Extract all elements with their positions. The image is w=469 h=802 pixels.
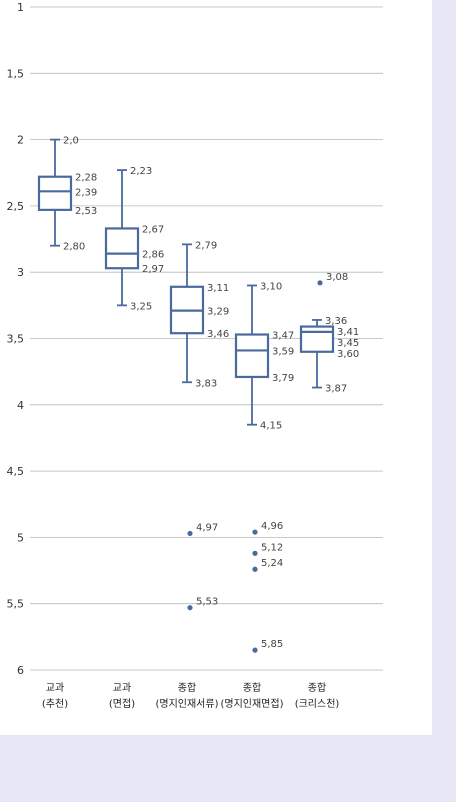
y-tick-label: 6 xyxy=(17,664,24,677)
category-label-line1: 교과 xyxy=(113,682,131,694)
outlier-point xyxy=(252,550,258,556)
outlier-point xyxy=(252,529,258,535)
label-layer: 2,0 2,28 2,39 2,53 2,80 2,23 2,67 2,86 2,97 3,25 2… xyxy=(63,136,359,651)
box-layer xyxy=(37,138,335,653)
q1-label: 2,67 xyxy=(142,224,164,235)
outlier-label: 4,96 xyxy=(261,521,283,532)
box-group xyxy=(299,280,335,389)
high-label: 2,80 xyxy=(63,242,85,253)
y-tick-label: 3 xyxy=(17,266,24,279)
q1-label: 3,11 xyxy=(207,283,229,294)
median-label: 3,59 xyxy=(272,346,294,357)
box-group xyxy=(234,284,270,653)
q3-label: 3,79 xyxy=(272,373,294,384)
box xyxy=(37,175,73,211)
q1-label: 3,47 xyxy=(272,331,294,342)
category-label-line2: (추천) xyxy=(42,698,68,710)
box xyxy=(104,227,140,270)
y-tick-label: 1,5 xyxy=(7,67,25,80)
high-label: 3,83 xyxy=(195,378,217,389)
box-group xyxy=(37,138,73,247)
category-label-line1: 교과 xyxy=(46,682,64,694)
boxplot-chart: 11,522,533,544,555,56 2,02,282,392,532,8… xyxy=(7,1,383,710)
category-label-line2: (면접) xyxy=(109,698,135,710)
box-group xyxy=(169,243,205,611)
median-label: 2,39 xyxy=(75,187,97,198)
q3-label: 2,97 xyxy=(142,264,164,275)
category-label-line1: 종합 xyxy=(308,682,326,694)
y-tick-label: 1 xyxy=(17,1,24,14)
median-label: 3,29 xyxy=(207,307,229,318)
outlier-label: 5,12 xyxy=(261,542,283,553)
box xyxy=(234,333,270,379)
box xyxy=(299,325,335,353)
y-tick-label: 2,5 xyxy=(7,200,25,213)
y-tick-label: 4 xyxy=(17,399,24,412)
outlier-label: 5,24 xyxy=(261,558,283,569)
q1-label: 3,41 xyxy=(337,327,359,338)
right-strip xyxy=(456,0,469,802)
outlier-label: 5,85 xyxy=(261,639,283,650)
low-label: 2,79 xyxy=(195,240,217,251)
chart-panel: 1 1,5 2 2,5 3 3,5 4 4,5 5 5,5 6 2,0 2,28 2,39 2,53 2,8… xyxy=(0,0,432,735)
y-tick-label: 4,5 xyxy=(7,465,25,478)
y-tick-label: 3,5 xyxy=(7,333,25,346)
y-tick-label: 5 xyxy=(17,531,24,544)
y-tick-label: 2 xyxy=(17,134,24,147)
q3-label: 3,46 xyxy=(207,329,229,340)
category-label-line1: 종합 xyxy=(243,682,261,694)
category-label-line1: 종합 xyxy=(178,682,196,694)
outlier-label: 4,97 xyxy=(196,522,218,533)
q3-label: 2,53 xyxy=(75,206,97,217)
outlier-point xyxy=(317,280,323,286)
category-label-line2: (명지인재서류) xyxy=(155,698,218,710)
low-label: 2,23 xyxy=(130,166,152,177)
q3-label: 3,60 xyxy=(337,349,359,360)
median-label: 2,86 xyxy=(142,250,164,261)
box-group xyxy=(104,169,140,307)
category-label-line2: (명지인재면접) xyxy=(220,698,283,710)
outlier-label: 5,53 xyxy=(196,597,218,608)
outlier-point xyxy=(187,605,193,611)
q1-label: 2,28 xyxy=(75,173,97,184)
category-layer: 교과 (추천) 교과 (면접) 종합 (명지인재서류) 종합 (명지인재면접) 종합 (크리스천) xyxy=(42,682,339,710)
high-label: 4,15 xyxy=(260,421,282,432)
median-label: 3,45 xyxy=(337,338,359,349)
outlier-point xyxy=(187,530,193,537)
low-label: 3,36 xyxy=(325,316,347,327)
high-label: 3,87 xyxy=(325,384,347,395)
high-label: 3,25 xyxy=(130,301,152,312)
y-tick-label: 5,5 xyxy=(7,598,25,611)
category-label-line2: (크리스천) xyxy=(295,698,340,710)
outlier-point xyxy=(252,647,258,653)
low-label: 2,0 xyxy=(63,136,79,147)
outlier-point xyxy=(252,566,258,572)
low-label: 3,10 xyxy=(260,281,282,292)
outlier-label: 3,08 xyxy=(326,272,348,283)
